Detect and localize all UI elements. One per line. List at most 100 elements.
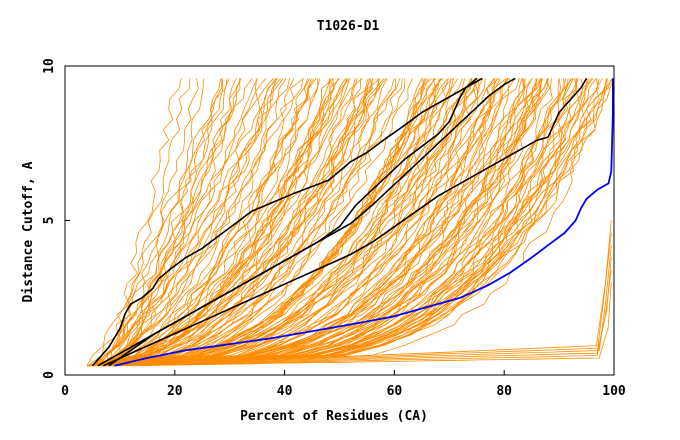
y-axis-label: Distance Cutoff, A xyxy=(21,161,36,302)
highlighted-model-line xyxy=(108,77,516,367)
model-line xyxy=(101,78,304,367)
model-line xyxy=(112,78,381,367)
model-line xyxy=(105,78,287,367)
x-tick-label: 100 xyxy=(602,384,626,399)
model-line xyxy=(111,78,374,367)
model-line xyxy=(113,78,533,367)
model-line xyxy=(99,78,537,367)
model-line xyxy=(104,78,304,367)
model-line xyxy=(106,78,335,367)
model-line xyxy=(120,78,614,367)
model-line xyxy=(93,78,348,367)
y-tick-label: 0 xyxy=(42,371,57,379)
model-line xyxy=(91,78,603,367)
model-line xyxy=(113,78,314,367)
model-line xyxy=(86,78,223,366)
model-line xyxy=(93,78,442,367)
model-line xyxy=(103,78,449,367)
x-axis-label: Percent of Residues (CA) xyxy=(240,409,428,424)
model-line xyxy=(104,78,437,367)
best-model-line xyxy=(114,78,614,367)
model-line xyxy=(108,78,321,367)
model-line xyxy=(112,78,599,367)
x-tick-label: 0 xyxy=(61,384,69,399)
model-line xyxy=(86,78,449,367)
chart-title: T1026-D1 xyxy=(317,19,380,34)
y-tick-label: 5 xyxy=(42,217,57,225)
model-line xyxy=(106,78,539,367)
model-line xyxy=(92,78,481,367)
model-line xyxy=(107,78,282,367)
model-line xyxy=(101,78,567,367)
model-line xyxy=(99,78,221,366)
model-line xyxy=(95,78,349,367)
model-line xyxy=(112,78,553,367)
model-line xyxy=(89,78,477,367)
model-line xyxy=(109,78,182,366)
model-line xyxy=(114,78,594,367)
x-tick-label: 40 xyxy=(277,384,293,399)
model-line xyxy=(122,78,542,367)
x-tick-label: 20 xyxy=(167,384,183,399)
model-line xyxy=(103,78,432,367)
model-line xyxy=(86,78,406,367)
model-line xyxy=(117,78,205,366)
model-line xyxy=(99,78,237,367)
model-line xyxy=(128,245,612,367)
highlighted-model-line xyxy=(103,77,588,367)
model-line xyxy=(102,78,548,367)
model-line xyxy=(131,282,612,367)
model-line xyxy=(119,78,480,367)
model-line xyxy=(86,78,588,367)
model-line xyxy=(91,78,525,367)
model-line xyxy=(93,78,523,367)
model-line xyxy=(102,78,295,367)
model-line xyxy=(119,78,403,367)
model-line xyxy=(90,78,569,367)
model-line xyxy=(104,78,454,367)
model-line xyxy=(88,78,473,367)
model-line xyxy=(100,78,413,367)
x-tick-label: 80 xyxy=(496,384,512,399)
model-line xyxy=(98,78,607,367)
background-model-lines xyxy=(86,78,614,367)
model-line xyxy=(93,78,560,367)
model-line xyxy=(88,78,385,367)
model-line xyxy=(96,78,542,367)
model-line xyxy=(121,78,526,367)
model-line xyxy=(102,78,346,367)
model-line xyxy=(93,78,241,366)
model-line xyxy=(86,78,550,367)
model-line xyxy=(119,78,562,367)
model-line xyxy=(112,78,516,367)
model-line xyxy=(91,78,284,367)
model-line xyxy=(86,78,524,367)
model-line xyxy=(116,78,520,367)
model-line xyxy=(87,78,465,367)
model-line xyxy=(128,257,612,367)
axes: 0 20 40 60 80 100 0 5 10 xyxy=(42,58,626,399)
model-line xyxy=(98,78,614,367)
model-line xyxy=(111,78,507,367)
model-line xyxy=(86,78,335,367)
model-line xyxy=(104,78,363,367)
model-line xyxy=(132,220,612,367)
model-line xyxy=(104,78,565,367)
model-line xyxy=(109,78,496,367)
model-line xyxy=(94,78,351,367)
model-line xyxy=(88,78,590,367)
y-tick-label: 10 xyxy=(42,58,57,74)
model-line xyxy=(97,78,191,366)
x-tick-label: 60 xyxy=(387,384,403,399)
model-line xyxy=(99,78,267,367)
model-line xyxy=(121,78,542,367)
model-line xyxy=(98,78,277,367)
highlighted-model-line xyxy=(91,77,483,367)
model-line xyxy=(113,78,436,367)
model-line xyxy=(109,78,509,367)
model-line xyxy=(87,78,224,367)
model-line xyxy=(106,78,579,367)
model-line xyxy=(123,78,600,367)
model-line xyxy=(133,269,612,367)
